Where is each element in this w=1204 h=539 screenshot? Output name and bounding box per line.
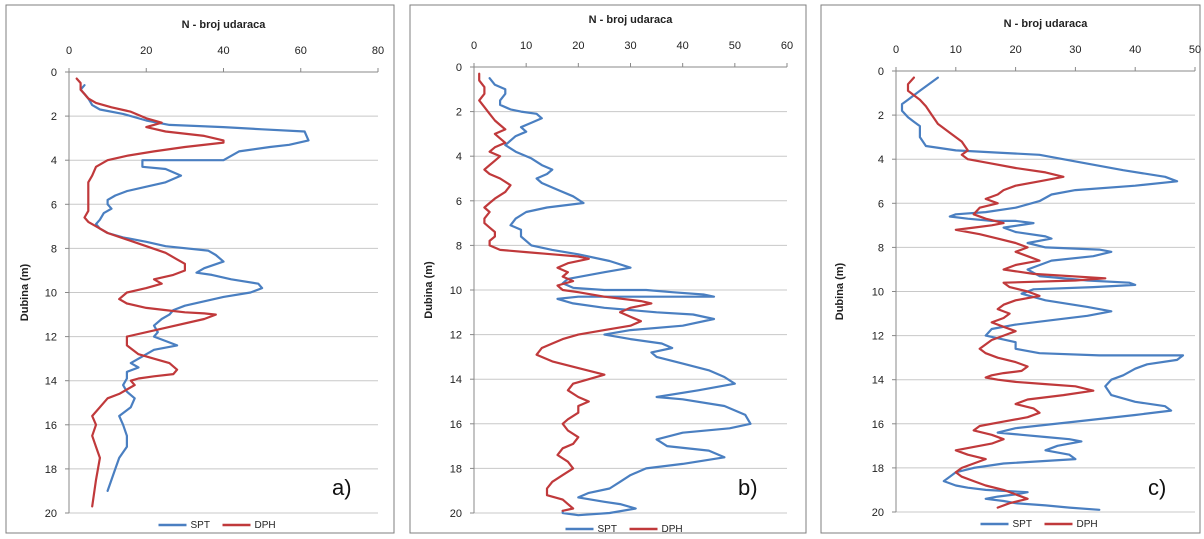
legend-label-spt: SPT bbox=[191, 520, 210, 531]
y-tick-label: 2 bbox=[456, 107, 462, 119]
y-tick-label: 18 bbox=[450, 463, 462, 475]
x-tick-label: 40 bbox=[217, 45, 229, 57]
y-tick-label: 4 bbox=[878, 154, 884, 166]
y-tick-label: 18 bbox=[45, 464, 57, 476]
panel-label: c) bbox=[1148, 475, 1166, 500]
chart-title: N - broj udaraca bbox=[589, 14, 674, 26]
y-tick-label: 14 bbox=[45, 376, 57, 388]
x-tick-label: 10 bbox=[950, 44, 962, 56]
x-tick-label: 60 bbox=[781, 40, 793, 52]
y-axis-title: Dubina (m) bbox=[834, 262, 846, 320]
y-tick-label: 0 bbox=[878, 66, 884, 78]
y-tick-label: 6 bbox=[878, 198, 884, 210]
y-tick-label: 0 bbox=[456, 62, 462, 74]
series-line-dph bbox=[478, 72, 653, 512]
legend-label-dph: DPH bbox=[662, 524, 683, 535]
y-tick-label: 6 bbox=[51, 199, 57, 211]
x-tick-label: 20 bbox=[140, 45, 152, 57]
y-tick-label: 20 bbox=[450, 508, 462, 520]
y-tick-label: 10 bbox=[450, 285, 462, 297]
chart-title: N - broj udaraca bbox=[1004, 18, 1089, 30]
x-tick-label: 50 bbox=[1189, 44, 1201, 56]
chart-title: N - broj udaraca bbox=[182, 19, 267, 31]
x-tick-label: 10 bbox=[520, 40, 532, 52]
y-tick-label: 16 bbox=[872, 419, 884, 431]
y-tick-label: 8 bbox=[878, 242, 884, 254]
y-axis-title: Dubina (m) bbox=[19, 263, 31, 321]
y-tick-label: 16 bbox=[450, 419, 462, 431]
x-tick-label: 30 bbox=[624, 40, 636, 52]
series-line-spt bbox=[488, 77, 752, 517]
x-tick-label: 40 bbox=[1129, 44, 1141, 56]
y-tick-label: 8 bbox=[51, 243, 57, 255]
legend-label-spt: SPT bbox=[1013, 519, 1032, 530]
chart-panel-3: 0 2 4 6 8 10 12 14 16 18 20 0 10 20 30 40 50 N - broj uda… bbox=[820, 4, 1201, 534]
series-line-spt bbox=[900, 76, 1185, 511]
series-line-dph bbox=[75, 77, 225, 508]
y-tick-label: 12 bbox=[872, 331, 884, 343]
y-tick-label: 10 bbox=[45, 288, 57, 300]
x-tick-label: 20 bbox=[572, 40, 584, 52]
y-axis-title: Dubina (m) bbox=[423, 261, 435, 319]
y-tick-label: 16 bbox=[45, 420, 57, 432]
y-tick-label: 4 bbox=[51, 155, 57, 167]
y-tick-label: 0 bbox=[51, 67, 57, 79]
x-tick-label: 60 bbox=[295, 45, 307, 57]
x-tick-label: 0 bbox=[471, 40, 477, 52]
y-tick-label: 20 bbox=[872, 507, 884, 519]
y-tick-label: 4 bbox=[456, 151, 462, 163]
y-tick-label: 8 bbox=[456, 240, 462, 252]
panel-frame bbox=[820, 4, 1201, 534]
x-tick-label: 50 bbox=[729, 40, 741, 52]
chart-panel-1: 0 2 4 6 8 10 12 14 16 18 20 0 20 40 60 80 N - broj udara… bbox=[5, 4, 395, 534]
y-tick-label: 6 bbox=[456, 196, 462, 208]
panel-label: b) bbox=[738, 475, 758, 500]
panel-frame bbox=[5, 4, 395, 534]
x-tick-label: 40 bbox=[677, 40, 689, 52]
x-tick-label: 30 bbox=[1069, 44, 1081, 56]
legend-label-dph: DPH bbox=[255, 520, 276, 531]
y-tick-label: 14 bbox=[872, 375, 884, 387]
x-tick-label: 0 bbox=[893, 44, 899, 56]
panel-label: a) bbox=[332, 475, 352, 500]
y-tick-label: 2 bbox=[51, 111, 57, 123]
x-tick-label: 0 bbox=[66, 45, 72, 57]
legend-label-dph: DPH bbox=[1077, 519, 1098, 530]
y-tick-label: 12 bbox=[45, 332, 57, 344]
series-line-spt bbox=[79, 84, 310, 492]
y-tick-label: 12 bbox=[450, 330, 462, 342]
series-line-dph bbox=[906, 76, 1107, 509]
y-tick-label: 18 bbox=[872, 463, 884, 475]
chart-panel-2: 0 2 4 6 8 10 12 14 16 18 20 0 10 20 30 40 50 60 N - broj u… bbox=[409, 4, 807, 535]
x-tick-label: 20 bbox=[1009, 44, 1021, 56]
y-tick-label: 10 bbox=[872, 287, 884, 299]
legend-label-spt: SPT bbox=[598, 524, 617, 535]
y-tick-label: 20 bbox=[45, 508, 57, 520]
x-tick-label: 80 bbox=[372, 45, 384, 57]
y-tick-label: 14 bbox=[450, 374, 462, 386]
y-tick-label: 2 bbox=[878, 110, 884, 122]
panel-frame bbox=[409, 4, 807, 534]
